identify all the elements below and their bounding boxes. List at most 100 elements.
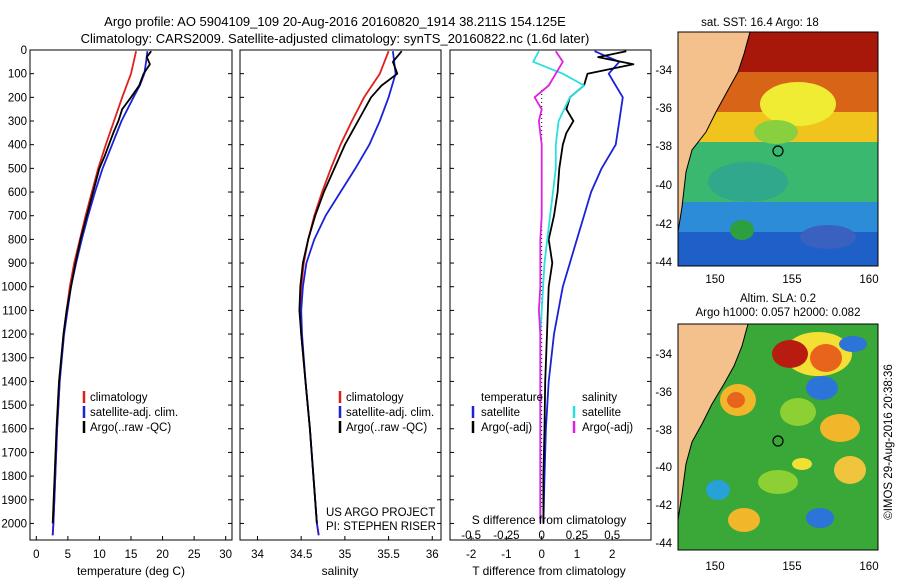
s-difference-axis-label: S difference from climatology <box>472 513 627 527</box>
sla-lat-tick: -42 <box>655 500 672 512</box>
depth-tick-label: 0 <box>21 45 27 57</box>
series-line <box>299 50 390 536</box>
legend-label-s-satellite: satellite <box>582 407 621 419</box>
depth-tick-label: 1300 <box>1 353 27 365</box>
depth-tick-label: 600 <box>8 187 27 199</box>
depth-tick-label: 1500 <box>1 400 27 412</box>
x-tick-label: 25 <box>188 549 201 561</box>
sst-map-title: sat. SST: 16.4 Argo: 18 <box>701 17 819 29</box>
x-tick-label: 0 <box>33 549 39 561</box>
sla-map-title-line2: Argo h1000: 0.057 h2000: 0.082 <box>696 307 861 319</box>
legend-label-satellite: satellite-adj. clim. <box>346 407 434 419</box>
legend-label-argo: Argo(..raw -QC) <box>346 422 427 434</box>
salinity-axis-label: salinity <box>322 564 359 578</box>
temperature-panel-frame <box>29 49 233 541</box>
salinity-panel-frame <box>239 49 442 541</box>
x-tick-label: 30 <box>219 549 232 561</box>
figure-title-line2: Climatology: CARS2009. Satellite-adjuste… <box>81 31 590 46</box>
x-tick-label: -2 <box>466 549 476 561</box>
depth-tick-label: 500 <box>8 163 27 175</box>
sst-lat-tick: -44 <box>655 257 672 269</box>
sla-lat-tick: -44 <box>655 538 672 550</box>
x-tick-label: 5 <box>65 549 71 561</box>
sla-map-frame <box>677 323 879 551</box>
sst-float-marker <box>772 145 784 157</box>
temperature-legend: climatology satellite-adj. clim. Argo(..… <box>82 391 178 434</box>
sst-lon-tick: 160 <box>859 274 878 286</box>
x-tick-label: 15 <box>125 549 138 561</box>
x-tick-label: 35 <box>338 549 351 561</box>
series-line <box>298 50 403 524</box>
profile-lines <box>51 50 635 536</box>
sst-lat-tick: -36 <box>655 103 672 115</box>
depth-tick-label: 1100 <box>2 305 27 317</box>
sst-lon-tick: 155 <box>782 274 801 286</box>
legend-header-temperature: temperature <box>481 392 543 404</box>
difference-legend: temperature salinity satellite Argo(-adj… <box>471 392 633 434</box>
sst-lat-ticks: -34 -36 -38 -40 -42 -44 <box>655 65 672 269</box>
x-tick-label: 0 <box>538 549 544 561</box>
sst-lat-tick: -40 <box>655 180 672 192</box>
x-tick-label: 34 <box>251 549 264 561</box>
project-name: US ARGO PROJECT <box>326 507 435 519</box>
project-pi: PI: STEPHEN RISER <box>326 521 436 533</box>
sst-lat-tick: -42 <box>655 219 672 231</box>
x-tick-label: 35.5 <box>377 549 399 561</box>
depth-tick-label: 1900 <box>1 495 27 507</box>
sla-lon-tick: 155 <box>782 561 801 573</box>
series-line <box>542 50 624 524</box>
sla-lat-tick: -36 <box>655 387 672 399</box>
depth-tick-label: 400 <box>8 140 27 152</box>
series-line <box>51 51 137 536</box>
t-difference-axis-label: T difference from climatology <box>472 564 626 578</box>
legend-label-s-argo: Argo(-adj) <box>582 422 633 434</box>
depth-tick-label: 700 <box>8 211 27 223</box>
series-line <box>51 50 152 524</box>
x2-tick-label: -0.25 <box>493 530 519 542</box>
legend-label-satellite: satellite-adj. clim. <box>90 407 178 419</box>
depth-tick-label: 300 <box>8 116 27 128</box>
sla-map <box>678 324 878 550</box>
legend-header-salinity: salinity <box>582 392 617 404</box>
imos-credit: ©IMOS 29-Aug-2016 20:38:36 <box>883 364 895 520</box>
x-tick-label: 2 <box>609 549 615 561</box>
sla-float-marker <box>772 435 784 447</box>
sst-map <box>678 32 878 266</box>
legend-label-climatology: climatology <box>90 392 148 404</box>
sla-lat-tick: -40 <box>655 462 672 474</box>
legend-label-climatology: climatology <box>346 392 404 404</box>
sla-lon-tick: 160 <box>859 561 878 573</box>
depth-tick-label: 1800 <box>1 471 27 483</box>
depth-tick-label: 1600 <box>1 424 27 436</box>
series-line <box>300 51 397 536</box>
sst-map-frame <box>677 31 879 267</box>
depth-tick-label: 800 <box>8 234 27 246</box>
x2-tick-label: 0.5 <box>604 530 620 542</box>
sla-map-title-line1: Altim. SLA: 0.2 <box>740 293 816 305</box>
x2-tick-label: 0.25 <box>566 530 588 542</box>
legend-label-t-satellite: satellite <box>481 407 520 419</box>
x-tick-label: -1 <box>501 549 511 561</box>
series-line <box>51 51 149 536</box>
x-tick-label: 20 <box>156 549 169 561</box>
x-tick-label: 10 <box>93 549 106 561</box>
depth-tick-label: 900 <box>8 258 27 270</box>
x2-tick-label: -0.5 <box>461 530 481 542</box>
sla-lat-tick: -38 <box>655 425 672 437</box>
depth-tick-label: 1400 <box>1 376 27 388</box>
legend-label-argo: Argo(..raw -QC) <box>90 422 171 434</box>
depth-tick-label: 200 <box>8 92 27 104</box>
x2-tick-label: 0 <box>538 530 544 542</box>
depth-tick-label: 1000 <box>1 282 27 294</box>
sst-lat-tick: -38 <box>655 141 672 153</box>
salinity-legend: climatology satellite-adj. clim. Argo(..… <box>338 391 434 434</box>
x-tick-label: 34.5 <box>290 549 312 561</box>
series-line <box>542 50 635 524</box>
sla-lon-tick: 150 <box>705 561 724 573</box>
depth-tick-label: 100 <box>8 69 27 81</box>
x-tick-label: 1 <box>574 549 580 561</box>
sst-lon-ticks: 150 155 160 <box>705 274 878 286</box>
series-line <box>533 50 564 524</box>
axes-ticks: 0100200300400500600700800900100011001200… <box>1 45 651 561</box>
sla-lat-tick: -34 <box>655 349 672 361</box>
